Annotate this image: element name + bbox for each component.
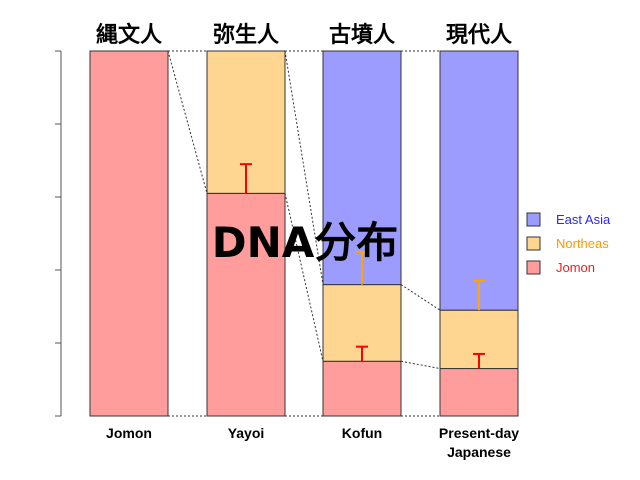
legend: East Asia Northeas Jomon <box>526 212 611 275</box>
connector-line <box>400 360 441 370</box>
legend-swatch-northeast <box>526 236 541 251</box>
bar-connectors <box>167 50 441 417</box>
stacked-bars <box>89 50 519 417</box>
column-title-2: 古墳人 <box>329 22 395 48</box>
bar-yayoi-jomon <box>206 192 286 417</box>
connector-line <box>400 284 441 311</box>
category-label: Kofun <box>342 425 382 441</box>
category-label: Japanese <box>447 444 511 460</box>
legend-label-jomon: Jomon <box>556 260 595 275</box>
bar-kofun-east-asia <box>322 50 402 286</box>
bar-present-day-japanese-east-asia <box>439 50 519 311</box>
legend-swatch-east-asia <box>526 212 541 227</box>
legend-label-east-asia: East Asia <box>556 212 611 227</box>
connector-line <box>284 50 324 285</box>
overlay-title: DNA分布 <box>212 218 399 267</box>
column-titles: 縄文人 弥生人 古墳人 現代人 <box>96 22 512 48</box>
category-labels: Jomon Yayoi Kofun Present-day Japanese <box>106 425 519 460</box>
connector-line <box>284 193 324 362</box>
connector-line <box>167 50 208 194</box>
y-axis <box>55 50 62 417</box>
legend-swatch-jomon <box>526 260 541 275</box>
category-label: Present-day <box>439 425 519 441</box>
category-label: Jomon <box>106 425 152 441</box>
column-title-3: 現代人 <box>446 23 512 48</box>
error-bars <box>240 163 485 369</box>
bar-jomon-jomon <box>89 50 169 417</box>
bar-present-day-japanese-jomon <box>439 368 519 417</box>
category-label: Yayoi <box>228 425 265 441</box>
bar-kofun-jomon <box>322 360 402 417</box>
column-title-0: 縄文人 <box>96 22 162 48</box>
legend-label-northeast: Northeas <box>556 236 609 251</box>
column-title-1: 弥生人 <box>213 22 279 48</box>
